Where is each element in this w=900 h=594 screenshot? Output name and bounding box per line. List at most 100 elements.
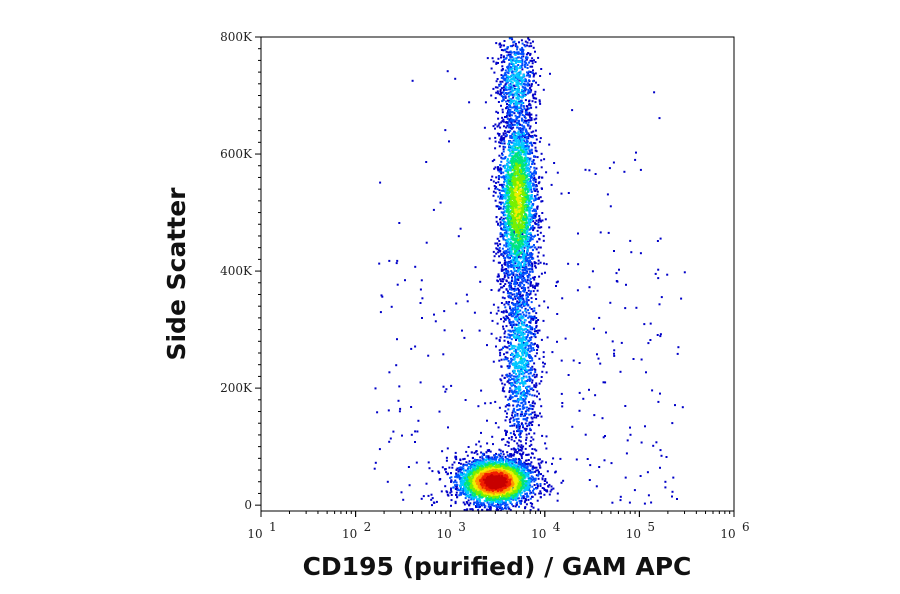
scatter-point bbox=[504, 77, 507, 80]
scatter-point bbox=[538, 275, 541, 278]
scatter-point bbox=[556, 340, 558, 343]
scatter-point bbox=[486, 458, 489, 461]
scatter-point bbox=[519, 446, 522, 449]
scatter-point bbox=[526, 388, 528, 391]
scatter-point bbox=[510, 288, 513, 291]
scatter-point bbox=[518, 318, 521, 321]
scatter-point bbox=[510, 384, 513, 387]
scatter-point bbox=[503, 463, 505, 466]
scatter-point bbox=[535, 167, 538, 170]
scatter-point bbox=[508, 69, 511, 72]
scatter-point bbox=[506, 208, 509, 211]
scatter-point bbox=[512, 139, 515, 142]
scatter-point bbox=[514, 282, 517, 285]
scatter-point bbox=[527, 349, 529, 352]
scatter-point bbox=[518, 408, 521, 411]
scatter-point bbox=[504, 116, 506, 118]
scatter-point bbox=[534, 317, 537, 320]
scatter-point bbox=[496, 205, 499, 208]
scatter-point bbox=[491, 57, 494, 60]
scatter-point bbox=[531, 204, 534, 207]
scatter-point bbox=[520, 357, 522, 360]
scatter-point bbox=[523, 134, 526, 137]
scatter-point bbox=[502, 188, 505, 191]
scatter-point bbox=[444, 468, 447, 470]
scatter-point bbox=[523, 139, 526, 142]
scatter-point bbox=[506, 235, 509, 238]
scatter-point bbox=[511, 38, 514, 41]
scatter-point bbox=[552, 487, 555, 490]
scatter-point bbox=[535, 223, 538, 226]
scatter-point bbox=[535, 382, 538, 385]
scatter-point bbox=[526, 495, 529, 498]
scatter-point bbox=[521, 124, 523, 127]
scatter-point bbox=[500, 76, 503, 79]
scatter-point bbox=[533, 376, 536, 379]
scatter-point bbox=[508, 154, 511, 157]
scatter-point bbox=[518, 505, 520, 508]
scatter-point bbox=[524, 241, 526, 244]
scatter-point bbox=[505, 245, 508, 248]
scatter-point bbox=[526, 334, 529, 337]
scatter-point bbox=[528, 160, 531, 163]
scatter-point bbox=[510, 63, 513, 65]
scatter-point bbox=[527, 52, 529, 55]
scatter-point bbox=[507, 276, 510, 279]
scatter-point bbox=[524, 99, 527, 102]
scatter-point bbox=[542, 361, 544, 364]
scatter-point bbox=[538, 304, 541, 307]
scatter-point bbox=[526, 254, 529, 257]
scatter-point bbox=[486, 344, 488, 347]
scatter-point bbox=[518, 459, 521, 462]
scatter-point bbox=[495, 186, 498, 189]
scatter-point bbox=[521, 302, 524, 305]
scatter-point bbox=[549, 72, 551, 75]
scatter-point bbox=[514, 142, 517, 145]
scatter-point bbox=[518, 344, 521, 347]
scatter-point bbox=[497, 92, 500, 95]
scatter-point bbox=[525, 133, 528, 135]
scatter-point bbox=[492, 500, 495, 503]
scatter-point bbox=[511, 258, 514, 261]
scatter-point bbox=[523, 268, 526, 271]
scatter-point bbox=[506, 440, 509, 443]
scatter-point bbox=[507, 367, 510, 370]
scatter-point bbox=[525, 427, 528, 430]
scatter-point bbox=[508, 175, 511, 178]
scatter-point bbox=[528, 393, 531, 396]
scatter-point bbox=[514, 288, 517, 291]
scatter-point bbox=[499, 207, 502, 210]
scatter-point bbox=[505, 504, 507, 507]
scatter-point bbox=[525, 234, 528, 237]
scatter-point bbox=[508, 242, 511, 245]
scatter-point bbox=[522, 133, 525, 135]
scatter-point bbox=[504, 405, 507, 408]
scatter-point bbox=[476, 453, 479, 456]
scatter-point bbox=[501, 438, 503, 441]
scatter-point bbox=[510, 114, 513, 117]
scatter-point bbox=[524, 169, 527, 172]
scatter-point bbox=[525, 386, 528, 389]
scatter-point bbox=[464, 487, 466, 490]
scatter-point bbox=[507, 444, 510, 447]
scatter-point bbox=[516, 323, 519, 326]
scatter-point bbox=[468, 488, 471, 491]
scatter-point bbox=[472, 470, 475, 473]
scatter-point bbox=[504, 197, 507, 200]
scatter-point bbox=[529, 53, 532, 56]
scatter-point bbox=[506, 192, 508, 195]
scatter-point bbox=[506, 217, 509, 220]
scatter-point bbox=[529, 277, 532, 280]
scatter-point bbox=[480, 451, 483, 454]
scatter-point bbox=[509, 330, 512, 333]
scatter-point bbox=[521, 357, 524, 360]
scatter-point bbox=[535, 117, 538, 120]
scatter-point bbox=[516, 82, 519, 85]
scatter-point bbox=[503, 167, 506, 170]
scatter-point bbox=[537, 262, 540, 265]
scatter-point bbox=[515, 461, 518, 464]
scatter-point bbox=[398, 385, 401, 388]
scatter-point bbox=[523, 73, 525, 76]
scatter-point bbox=[509, 307, 512, 310]
scatter-point bbox=[525, 62, 528, 65]
